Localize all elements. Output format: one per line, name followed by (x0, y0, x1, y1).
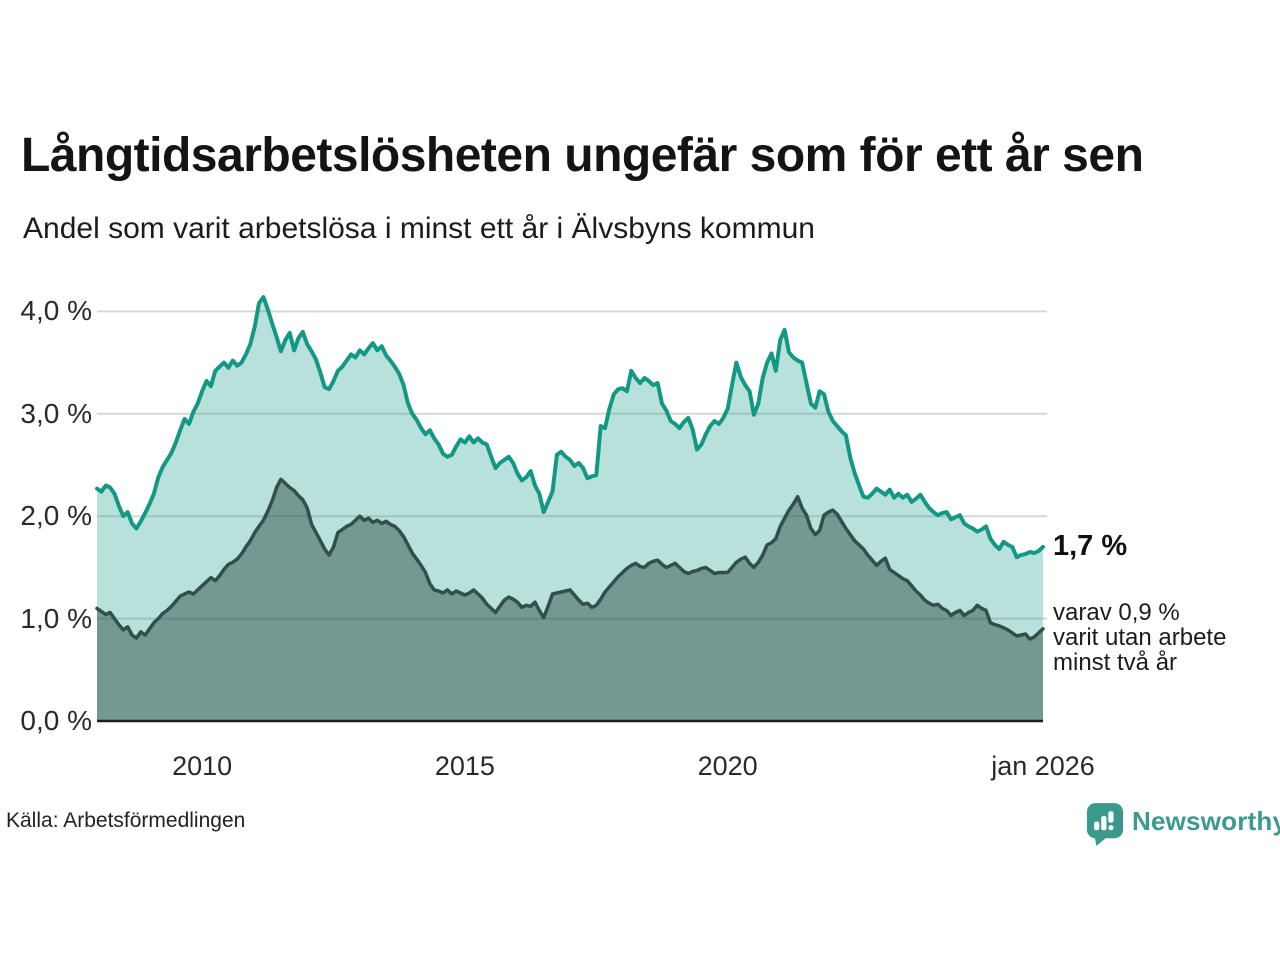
y-tick-label: 2,0 % (20, 500, 92, 532)
two-year-annotation-line2: varit utan arbete (1053, 624, 1227, 651)
minst-tva-ar-line (95, 477, 1045, 641)
newsworthy-brand-name: Newsworthy (1132, 806, 1280, 836)
unemployment-area-chart (95, 295, 1047, 723)
minst-tva-ar-area (97, 479, 1043, 721)
minst-ett-ar-area (97, 297, 1043, 721)
chart-subtitle: Andel som varit arbetslösa i minst ett å… (23, 212, 815, 245)
y-tick-label: 0,0 % (20, 705, 92, 736)
chart-title: Långtidsarbetslösheten ungefär som för e… (21, 129, 1144, 182)
x-tick-label: 2020 (697, 751, 758, 781)
x-tick-label: jan 2026 (991, 751, 1095, 781)
x-tick-label: 2015 (434, 751, 495, 781)
y-tick-label: 3,0 % (20, 397, 92, 429)
two-year-annotation-line3: minst två år (1053, 649, 1178, 676)
source-label: Källa: Arbetsförmedlingen (6, 809, 246, 832)
minst-ett-ar-line (95, 295, 1045, 560)
latest-value-label: 1,7 % (1053, 530, 1128, 562)
newsworthy-logo: Newsworthy (1086, 802, 1280, 847)
y-tick-label: 4,0 % (20, 295, 92, 327)
y-tick-label: 1,0 % (20, 602, 92, 634)
two-year-annotation: varav 0,9 % varit utan arbete minst två … (1053, 600, 1226, 675)
x-tick-label: 2010 (172, 751, 233, 781)
newsworthy-bubble-icon (1086, 803, 1124, 846)
two-year-annotation-line1: varav 0,9 % (1053, 599, 1180, 626)
